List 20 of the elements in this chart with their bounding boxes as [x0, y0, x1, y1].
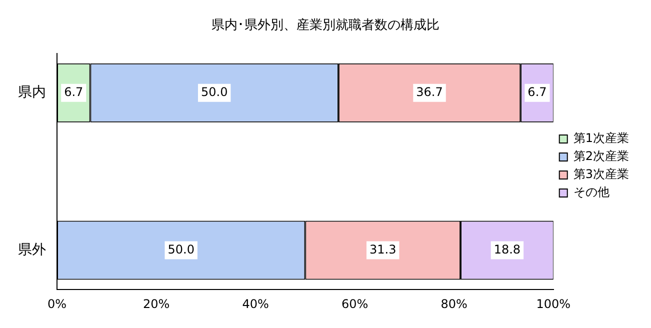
- legend-label: 第3次産業: [573, 167, 630, 182]
- chart-title: 県内･県外別、産業別就職者数の構成比: [212, 17, 440, 34]
- x-tick-label: 0%: [47, 296, 67, 311]
- x-tick-label: 100%: [536, 296, 571, 311]
- legend-label: 第2次産業: [573, 149, 630, 164]
- x-tick-label: 40%: [242, 296, 269, 311]
- y-tick-label: 県内: [18, 84, 46, 101]
- data-label: 36.7: [416, 85, 443, 100]
- data-label: 50.0: [200, 85, 228, 100]
- data-label: 18.8: [494, 242, 521, 256]
- x-tick-label: 60%: [341, 296, 368, 311]
- x-tick-label: 80%: [440, 296, 468, 311]
- legend-label: その他: [573, 185, 610, 200]
- legend-label: 第1次産業: [573, 131, 630, 146]
- data-label: 50.0: [168, 242, 194, 256]
- y-tick-label: 県外: [18, 242, 46, 258]
- data-label: 31.3: [370, 242, 396, 256]
- x-tick-label: 20%: [142, 296, 170, 311]
- data-label: 6.7: [528, 85, 547, 100]
- data-label: 6.7: [64, 85, 84, 100]
